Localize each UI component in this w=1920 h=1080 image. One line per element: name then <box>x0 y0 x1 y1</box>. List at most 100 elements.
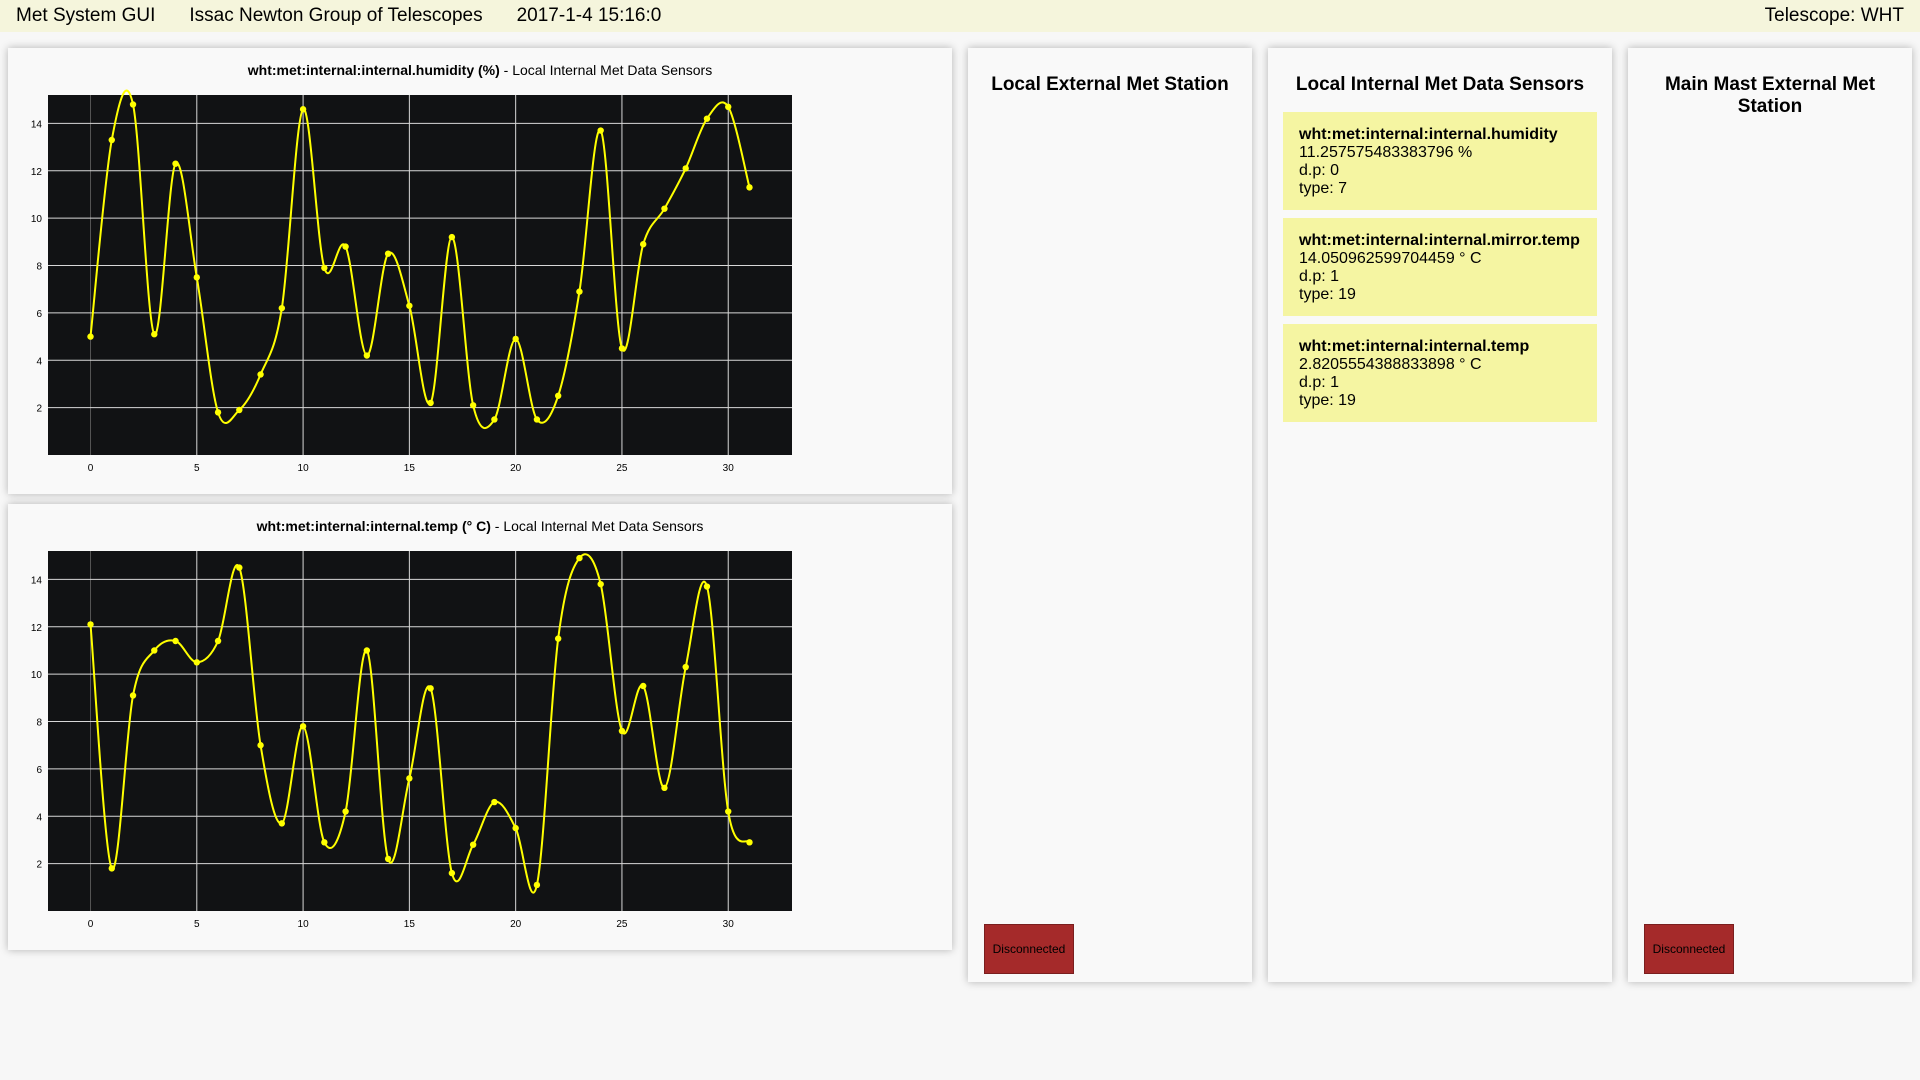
data-point <box>342 243 349 250</box>
main-mast-external-met-panel: Main Mast External Met Station Disconnec… <box>1628 48 1912 982</box>
data-point <box>512 335 519 343</box>
data-point <box>406 775 413 782</box>
chart-title-group: - Local Internal Met Data Sensors <box>499 62 713 78</box>
sensor-card-temp[interactable]: wht:met:internal:internal.temp 2.8205554… <box>1283 324 1597 422</box>
y-tick-label: 2 <box>36 404 42 415</box>
data-point <box>491 798 498 806</box>
x-tick-label: 30 <box>723 463 735 474</box>
sensor-list: wht:met:internal:internal.humidity 11.25… <box>1283 112 1597 422</box>
data-point <box>299 106 307 113</box>
sensor-dp: d.p: 0 <box>1299 162 1340 179</box>
y-tick-label: 10 <box>31 214 43 225</box>
data-point <box>108 865 115 872</box>
app-title: Met System GUI <box>16 5 156 26</box>
chart-title-sensor: wht:met:internal:internal.temp (° C) <box>256 518 491 534</box>
sensor-card-mirror-temp[interactable]: wht:met:internal:internal.mirror.temp 14… <box>1283 218 1597 316</box>
data-point <box>299 723 307 730</box>
plot-background <box>48 551 792 911</box>
data-point <box>661 784 668 792</box>
data-point <box>533 416 541 423</box>
data-point <box>427 399 434 407</box>
x-tick-label: 15 <box>404 463 416 474</box>
x-tick-label: 10 <box>298 463 310 474</box>
sensor-type: type: 7 <box>1299 180 1348 197</box>
data-point <box>172 637 179 645</box>
connection-status-button[interactable]: Disconnected <box>1644 924 1734 974</box>
y-tick-label: 4 <box>36 356 42 367</box>
data-point <box>257 742 264 749</box>
x-tick-label: 20 <box>510 463 522 474</box>
data-point <box>533 881 541 889</box>
y-tick-label: 10 <box>31 670 43 681</box>
data-point <box>682 165 689 172</box>
y-tick-label: 6 <box>36 765 42 776</box>
data-point <box>703 115 711 122</box>
data-point <box>214 637 222 645</box>
panel-title: Local External Met Station <box>991 74 1229 95</box>
data-point <box>342 808 349 815</box>
data-point <box>448 869 456 877</box>
data-point <box>172 160 179 167</box>
data-point <box>321 264 328 272</box>
data-point <box>214 409 222 416</box>
data-point <box>278 304 286 312</box>
data-point <box>640 682 647 690</box>
data-point <box>257 371 264 378</box>
data-point <box>236 406 243 414</box>
chart-title: wht:met:internal:internal.humidity (%) -… <box>8 62 952 78</box>
data-point <box>469 841 477 848</box>
data-point <box>87 333 94 340</box>
data-point <box>554 392 562 399</box>
data-point <box>151 647 158 654</box>
sensor-dp: d.p: 1 <box>1299 268 1340 285</box>
y-tick-label: 2 <box>36 860 42 871</box>
data-point <box>618 345 626 352</box>
data-point <box>554 635 562 642</box>
data-point <box>193 659 200 666</box>
data-point <box>703 583 711 590</box>
data-point <box>384 855 392 863</box>
data-point <box>725 808 732 815</box>
x-tick-label: 20 <box>510 919 522 930</box>
panel-title: Local Internal Met Data Sensors <box>1295 74 1585 95</box>
sensor-type: type: 19 <box>1299 286 1356 303</box>
data-point <box>427 685 434 692</box>
data-point <box>363 352 371 359</box>
y-tick-label: 4 <box>36 812 42 823</box>
organization-name: Issac Newton Group of Telescopes <box>189 5 483 26</box>
data-point <box>129 101 137 108</box>
y-tick-label: 8 <box>36 718 42 729</box>
humidity-chart-card: wht:met:internal:internal.humidity (%) -… <box>8 48 952 494</box>
x-tick-label: 5 <box>194 463 200 474</box>
data-point <box>384 250 392 257</box>
temperature-line-chart: 0 5 10 15 20 25 30 2 4 6 8 10 12 14 <box>31 551 792 930</box>
chart-title-sensor: wht:met:internal:internal.humidity (%) <box>247 62 500 78</box>
data-point <box>640 241 647 248</box>
data-point <box>725 103 732 111</box>
data-point <box>618 727 626 735</box>
data-point <box>512 824 519 832</box>
sensor-value: 11.257575483383796 % <box>1299 144 1473 161</box>
data-point <box>597 127 604 134</box>
telescope-label: Telescope: WHT <box>1764 5 1904 26</box>
datetime-display: 2017-1-4 15:16:0 <box>516 5 662 26</box>
sensor-value: 14.050962599704459 ° C <box>1299 250 1482 267</box>
data-point <box>576 554 583 562</box>
connection-status-button[interactable]: Disconnected <box>984 924 1074 974</box>
y-tick-label: 12 <box>31 167 43 178</box>
data-point <box>661 205 668 212</box>
data-point <box>469 402 477 409</box>
data-point <box>597 580 604 588</box>
sensor-name: wht:met:internal:internal.humidity <box>1299 126 1558 143</box>
sensor-dp: d.p: 1 <box>1299 374 1340 391</box>
chart-title-group: - Local Internal Met Data Sensors <box>490 518 704 534</box>
x-tick-label: 0 <box>88 919 94 930</box>
sensor-card-humidity[interactable]: wht:met:internal:internal.humidity 11.25… <box>1283 112 1597 210</box>
y-tick-label: 6 <box>36 309 42 320</box>
x-tick-label: 0 <box>88 463 94 474</box>
temperature-chart-card: wht:met:internal:internal.temp (° C) - L… <box>8 504 952 950</box>
x-tick-label: 25 <box>616 463 628 474</box>
y-tick-label: 12 <box>31 623 43 634</box>
data-point <box>129 692 137 699</box>
data-point <box>746 839 753 846</box>
